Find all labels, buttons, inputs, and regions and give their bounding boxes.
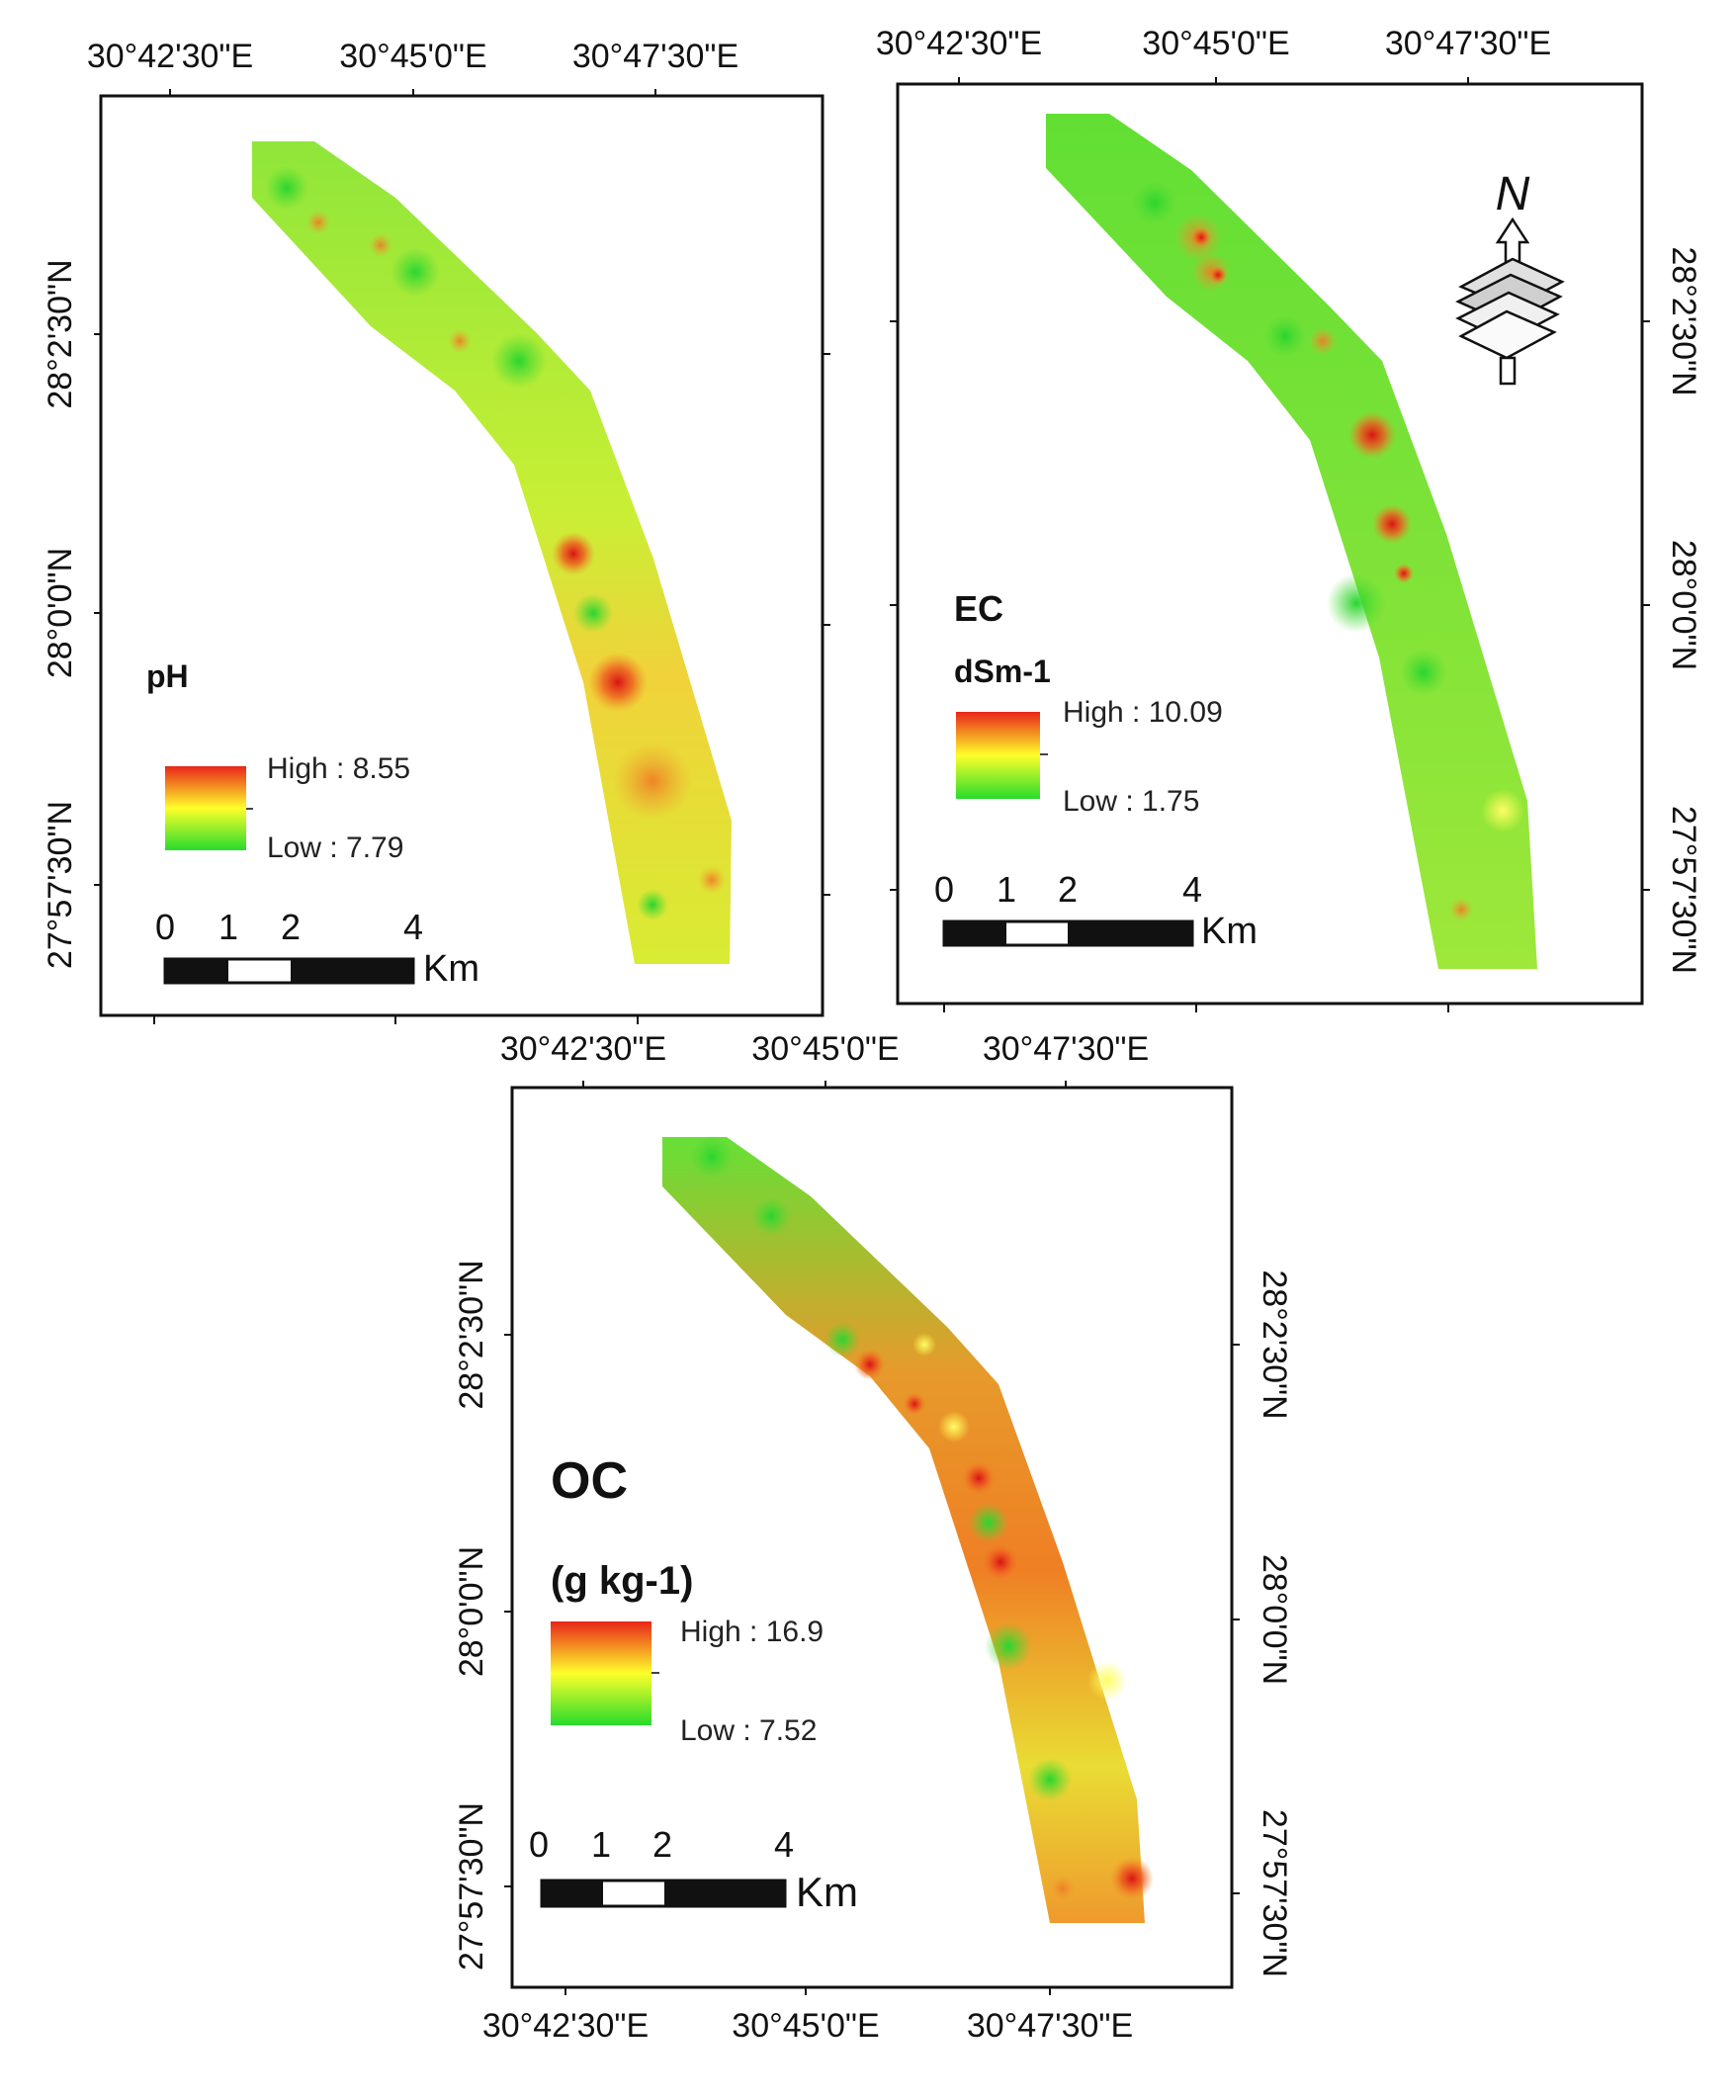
panel-ph-left-tick-2: 27°57'30"N [42,801,79,969]
panel-ph-legend-high: High : 8.55 [267,752,410,785]
panel-oc-top-tick-0: 30°42'30"E [500,1030,666,1068]
panel-oc-legend-low: Low : 7.52 [680,1714,817,1747]
panel-ec-top-tick-0: 30°42'30"E [876,25,1042,62]
panel-ph-top-tick-2: 30°47'30"E [572,38,738,75]
panel-oc-study-area [662,1135,1154,1923]
panel-ph-scale-unit: Km [423,948,479,990]
panel-ph-scale-bar: 0 1 2 4 Km [155,907,479,990]
panel-ph-scale-1: 1 [218,907,238,947]
panel-oc-top-tick-1: 30°45'0"E [751,1030,899,1068]
panel-oc-scale-4: 4 [774,1824,794,1865]
panel-ec-scale-0: 0 [934,869,954,910]
panel-ec-scale-2: 2 [1058,869,1078,910]
panel-oc-title: OC [551,1452,628,1510]
panel-oc-scale-2: 2 [652,1824,672,1865]
north-arrow-letter: N [1496,168,1530,220]
panel-ec-scale-4: 4 [1182,869,1202,910]
panel-ph-top-tick-1: 30°45'0"E [339,38,486,75]
panel-oc-bottom-tick-1: 30°45'0"E [732,2007,879,2045]
panel-ph-left-tick-0: 28°2'30"N [42,259,79,408]
panel-ph-study-area [252,141,732,964]
panel-oc-right-tick-2: 27°57'30"N [1256,1809,1293,1977]
panel-oc-bottom-tick-0: 30°42'30"E [482,2007,649,2045]
panel-ph: 30°42'30"E 30°45'0"E 30°47'30"E 28°2'30"… [42,38,830,1024]
panel-oc-axis-ticks [504,1081,1240,1995]
panel-oc-legend-ramp [551,1621,651,1725]
panel-ph-scale-4: 4 [403,907,423,947]
panel-oc-bottom-tick-2: 30°47'30"E [967,2007,1133,2045]
panel-ec-scale-1: 1 [997,869,1016,910]
panel-ec-top-tick-1: 30°45'0"E [1142,25,1289,62]
panel-ec-scale-bar: 0 1 2 4 Km [934,869,1258,952]
panel-ec-top-tick-2: 30°47'30"E [1385,25,1551,62]
panel-ec-scale-unit: Km [1201,911,1258,952]
panel-ec-right-tick-0: 28°2'30"N [1665,246,1702,395]
panel-ec-axis-ticks [890,77,1650,1012]
panel-oc-right-tick-0: 28°2'30"N [1256,1269,1293,1419]
panel-ec-right-tick-1: 28°0'0"N [1665,540,1702,670]
panel-oc-top-tick-2: 30°47'30"E [983,1030,1149,1068]
panel-ec-study-area [1046,114,1537,969]
panel-ec-legend-low: Low : 1.75 [1063,785,1199,818]
panel-ec: 30°42'30"E 30°45'0"E 30°47'30"E 28°2'30"… [876,25,1702,1012]
panel-oc-scale-1: 1 [591,1824,611,1865]
panel-oc-left-tick-0: 28°2'30"N [453,1260,490,1409]
panel-ph-top-tick-0: 30°42'30"E [87,38,253,75]
panel-ph-scale-0: 0 [155,907,175,947]
panel-oc-left-tick-1: 28°0'0"N [453,1546,490,1677]
panel-ec-right-tick-2: 27°57'30"N [1665,806,1702,974]
panel-oc-legend-high: High : 16.9 [680,1616,824,1648]
panel-ph-left-tick-1: 28°0'0"N [42,548,79,678]
north-arrow-icon: N [1455,168,1565,386]
panel-oc-left-tick-2: 27°57'30"N [453,1802,490,1970]
panel-ph-legend-ramp [165,766,246,850]
panel-oc-scale-bar: 0 1 2 4 Km [529,1824,858,1915]
panel-oc: 30°42'30"E 30°45'0"E 30°47'30"E 30°42'30… [453,1030,1293,2045]
panel-oc-scale-unit: Km [796,1869,858,1915]
panel-ec-unit: dSm-1 [954,654,1051,689]
panel-ec-legend-high: High : 10.09 [1063,696,1223,729]
panel-ph-title: pH [146,658,189,694]
panel-ph-top-axis [94,89,830,1024]
panel-oc-unit: (g kg-1) [551,1559,693,1603]
panel-ec-legend-ramp [956,712,1040,799]
panel-ph-legend-low: Low : 7.79 [267,831,403,864]
panel-oc-right-tick-1: 28°0'0"N [1256,1554,1293,1685]
panel-oc-scale-0: 0 [529,1824,549,1865]
panel-ec-title: EC [954,588,1003,629]
panel-ph-scale-2: 2 [281,907,301,947]
